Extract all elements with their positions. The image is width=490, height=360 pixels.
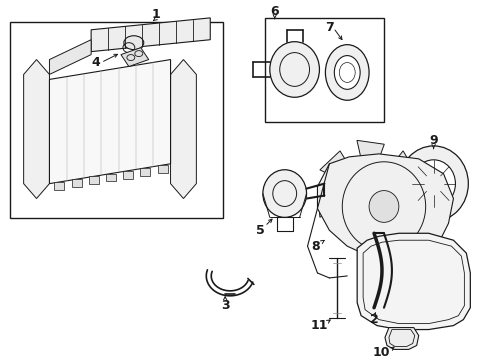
Polygon shape [318, 190, 362, 217]
Polygon shape [123, 171, 133, 179]
Polygon shape [49, 40, 91, 75]
Ellipse shape [369, 190, 399, 222]
Ellipse shape [325, 45, 369, 100]
Text: 11: 11 [311, 319, 328, 332]
Ellipse shape [334, 55, 360, 89]
Ellipse shape [263, 170, 307, 217]
Polygon shape [377, 194, 424, 219]
Polygon shape [318, 154, 453, 260]
Polygon shape [54, 182, 64, 190]
Text: 4: 4 [92, 56, 100, 69]
Ellipse shape [124, 36, 144, 50]
Polygon shape [49, 59, 171, 184]
Ellipse shape [360, 185, 378, 202]
Polygon shape [372, 200, 403, 244]
Text: 9: 9 [429, 134, 438, 148]
Text: 7: 7 [325, 21, 334, 34]
Polygon shape [158, 165, 168, 173]
Polygon shape [171, 59, 196, 198]
Polygon shape [374, 151, 417, 189]
Text: 1: 1 [151, 8, 160, 21]
Ellipse shape [399, 146, 468, 221]
Text: 10: 10 [372, 346, 390, 359]
Text: 8: 8 [311, 240, 320, 253]
Bar [265, 18, 384, 122]
Polygon shape [106, 174, 116, 181]
Text: 6: 6 [270, 5, 279, 18]
Polygon shape [357, 140, 384, 186]
Polygon shape [72, 179, 81, 187]
Text: 3: 3 [221, 299, 229, 312]
Polygon shape [320, 151, 363, 190]
Ellipse shape [270, 42, 319, 97]
Polygon shape [385, 328, 419, 350]
Polygon shape [121, 48, 148, 67]
Polygon shape [357, 233, 470, 329]
Bar [10, 22, 223, 219]
Polygon shape [89, 176, 99, 184]
Polygon shape [91, 18, 210, 51]
Polygon shape [141, 168, 150, 176]
Polygon shape [334, 201, 368, 247]
Text: 5: 5 [255, 224, 264, 237]
Polygon shape [24, 59, 49, 198]
Ellipse shape [412, 160, 455, 207]
Text: 2: 2 [369, 313, 378, 326]
